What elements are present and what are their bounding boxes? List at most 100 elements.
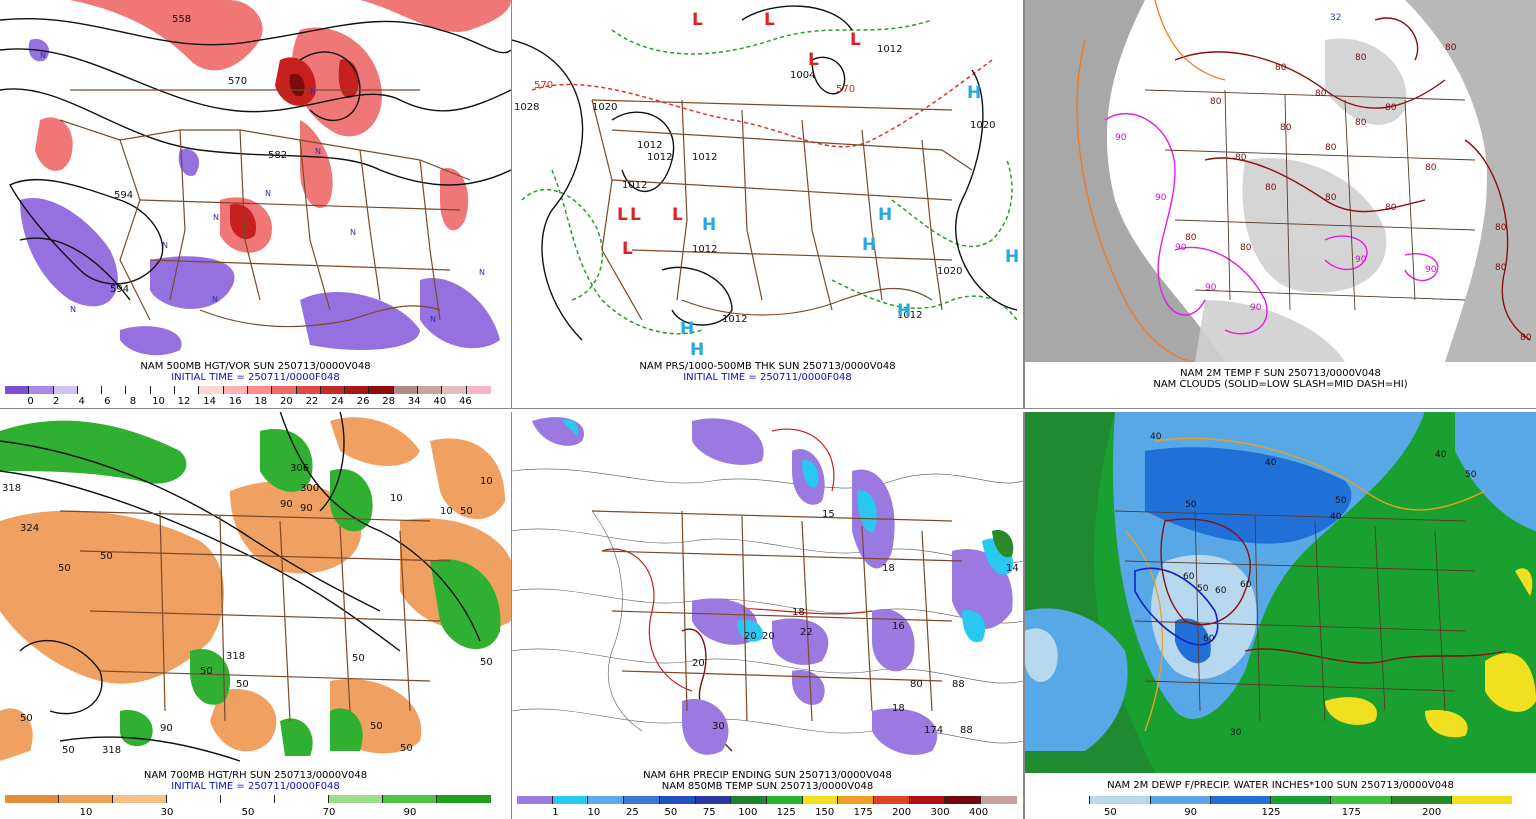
map-label: 22 (800, 627, 813, 638)
map-label: 80 (1495, 223, 1507, 233)
high-pressure-marker: H (878, 205, 892, 225)
map-label: 88 (960, 725, 973, 736)
colorbar-swatch (393, 386, 419, 394)
map-label: 1020 (592, 102, 617, 113)
map-label: N (70, 305, 76, 314)
colorbar-swatch (624, 796, 660, 804)
map-label: 90 (1175, 243, 1187, 253)
colorbar-swatch (418, 386, 443, 394)
map-label: 558 (172, 14, 191, 25)
map-label: 80 (1210, 97, 1222, 107)
colorbar-tick-label: 16 (228, 396, 242, 407)
colorbar-tick-label: 1 (552, 807, 559, 818)
map-label: 80 (1275, 63, 1287, 73)
panel-caption-clouds: NAM CLOUDS (SOLID=LOW SLASH=MID DASH=HI) (1153, 379, 1408, 390)
map-label: 30 (1230, 728, 1242, 738)
map-label: 318 (226, 651, 245, 662)
colorbar-swatch (802, 796, 839, 804)
low-pressure-marker: L (692, 10, 703, 30)
map-label: 90 (280, 499, 293, 510)
colorbar-tick-label: 125 (1261, 807, 1281, 818)
map-pressure-thickness: 1028 1020 1012 1012 1012 1012 1012 1004 … (512, 0, 1023, 360)
colorbar-swatch (552, 796, 589, 804)
map-label: N (430, 315, 436, 324)
map-label: 80 (1240, 243, 1252, 253)
colorbar-swatch (223, 386, 248, 394)
map-label: 50 (1185, 500, 1197, 510)
colorbar-swatch (221, 795, 275, 803)
map-label: 80 (1425, 163, 1437, 173)
map-label: 20 (744, 631, 757, 642)
panel-init-time: INITIAL TIME = 250711/0000F048 (171, 372, 340, 383)
map-label: 15 (822, 509, 835, 520)
colorbar-swatch (1090, 796, 1151, 804)
map-label: 594 (110, 284, 129, 295)
map-label: 1012 (637, 140, 662, 151)
colorbar-tick-label: 12 (177, 396, 191, 407)
map-6hr-precip: 20 20 22 16 20 30 18 18 18 15 80 88 88 1… (512, 411, 1023, 769)
map-label: 90 (1355, 255, 1367, 265)
colorbar-tick-label: 90 (403, 807, 417, 818)
map-label: 50 (370, 721, 383, 732)
map-label: 90 (1115, 133, 1127, 143)
map-label: 80 (1385, 203, 1397, 213)
map-label: 14 (1006, 563, 1019, 574)
map-label: 20 (762, 631, 775, 642)
map-label: 90 (1250, 303, 1262, 313)
map-dewpoint-pwat: 40 40 50 40 50 60 50 60 60 60 40 50 30 (1025, 411, 1536, 773)
colorbar-tick-label: 300 (930, 807, 950, 818)
panel-caption: NAM 6HR PRECIP ENDING SUN 250713/0000V04… (643, 770, 892, 781)
map-label: 80 (1355, 118, 1367, 128)
map-label: N (212, 295, 218, 304)
colorbar-swatch (59, 795, 113, 803)
colorbar-ticks: 0 2 4 6 8 10 12 14 16 18 20 22 24 26 28 34 40 46 (5, 396, 491, 408)
colorbar-rh (5, 795, 491, 803)
colorbar-swatch (981, 796, 1017, 804)
colorbar-tick-label: 34 (407, 396, 421, 407)
colorbar-swatch (1150, 796, 1211, 804)
colorbar-swatch (113, 795, 167, 803)
map-label: 90 (300, 503, 313, 514)
map-label: 20 (692, 658, 705, 669)
low-pressure-marker: L (622, 239, 633, 259)
colorbar-swatch (150, 386, 176, 394)
colorbar-tick-label: 150 (815, 807, 835, 818)
map-label: 582 (268, 150, 287, 161)
map-label: 80 (1445, 43, 1457, 53)
panel-6hr-precip: 20 20 22 16 20 30 18 18 18 15 80 88 88 1… (512, 411, 1023, 819)
map-500mb-vorticity: 558 570 582 594 594 N N N N N N N N N N … (0, 0, 511, 360)
map-label: 1004 (790, 70, 815, 81)
map-label: 50 (480, 657, 493, 668)
colorbar-tick-label: 50 (664, 807, 678, 818)
panel-divider-horizontal (0, 408, 1536, 412)
colorbar-swatch (167, 795, 221, 803)
map-700mb-rh: 318 324 306 300 90 50 50 50 10 10 10 50 … (0, 411, 511, 771)
map-label: 50 (20, 713, 33, 724)
colorbar-tick-label: 14 (203, 396, 216, 407)
map-label: 174 (924, 725, 943, 736)
panel-caption-850mb: NAM 850MB TEMP SUN 250713/0000V048 (661, 781, 874, 792)
colorbar-swatch (766, 796, 803, 804)
map-label: N (315, 147, 321, 156)
map-label: 80 (1185, 233, 1197, 243)
map-label: 18 (882, 563, 895, 574)
colorbar-swatch (272, 386, 297, 394)
colorbar-swatch (126, 386, 151, 394)
low-pressure-marker: L (630, 205, 641, 225)
map-label: 10 (440, 506, 453, 517)
map-label: 18 (892, 703, 905, 714)
colorbar-swatch (1451, 796, 1512, 804)
panel-2m-temp-clouds: 80 80 80 80 80 80 80 80 80 80 90 90 90 9… (1025, 0, 1536, 408)
colorbar-ticks: 50 90 125 175 200 (1030, 807, 1512, 819)
colorbar-tick-label: 26 (356, 396, 370, 407)
colorbar-tick-label: 75 (702, 807, 716, 818)
map-label: 60 (1215, 586, 1227, 596)
map-label: 1012 (647, 152, 672, 163)
colorbar-swatch (437, 795, 491, 803)
colorbar-swatch (695, 796, 732, 804)
map-label: 18 (792, 607, 805, 618)
map-2m-temp-clouds: 80 80 80 80 80 80 80 80 80 80 90 90 90 9… (1025, 0, 1536, 362)
map-label: 16 (892, 621, 905, 632)
map-label: 88 (952, 679, 965, 690)
colorbar-tick-label: 20 (279, 396, 293, 407)
